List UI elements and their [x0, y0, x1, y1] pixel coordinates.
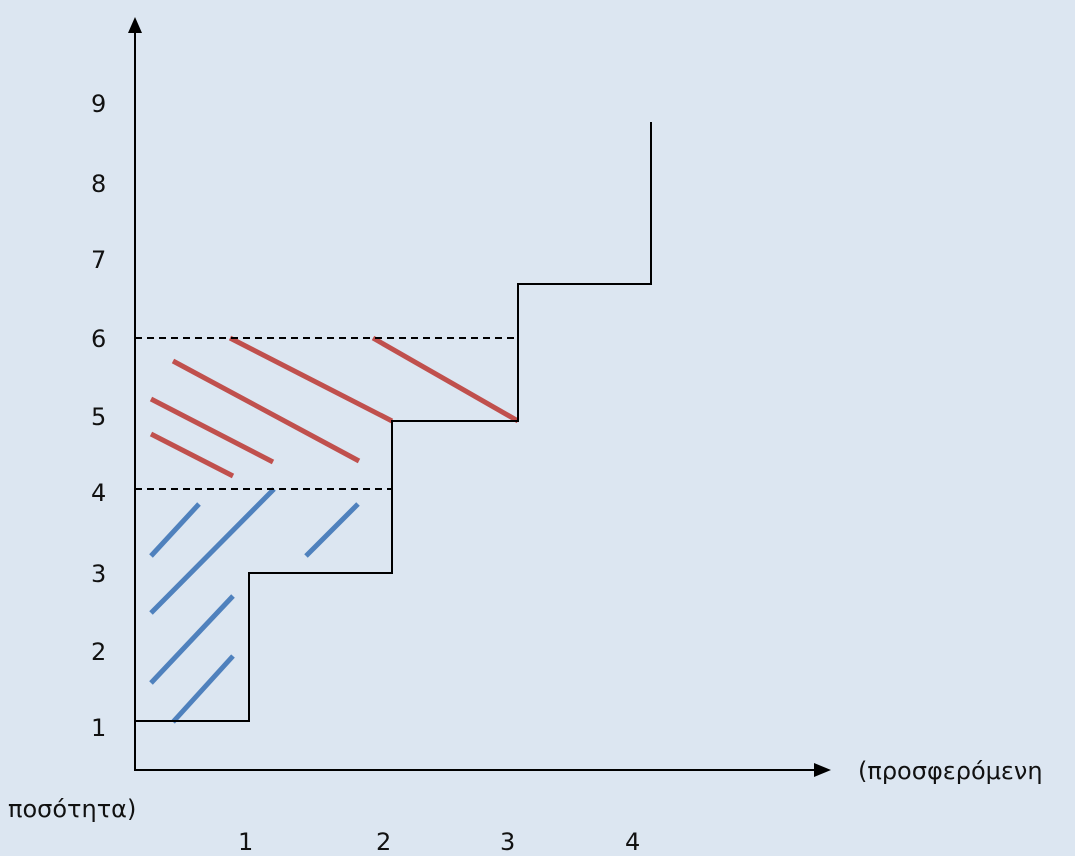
blue-hatch-line: [149, 487, 276, 615]
blue-hatch-line: [171, 654, 235, 724]
blue-hatch-line: [304, 502, 360, 558]
y-tick-label: 4: [91, 479, 107, 507]
x-tick-label: 1: [238, 828, 254, 856]
y-tick-label: 5: [91, 403, 107, 431]
red-hatch-group: [149, 335, 520, 479]
red-hatch-line: [149, 396, 275, 465]
y-tick-label: 1: [91, 714, 107, 742]
y-tick-label: 6: [91, 325, 107, 353]
blue-hatch-group: [149, 487, 360, 724]
y-tick-label: 8: [91, 170, 107, 198]
blue-hatch-line: [149, 594, 235, 685]
axes: [134, 30, 815, 771]
supply-step-curve: [135, 122, 652, 722]
x-tick-label: 4: [625, 828, 641, 856]
y-tick-label: 9: [91, 90, 107, 118]
y-axis-arrowhead: [128, 17, 142, 33]
x-axis-label-part2: ποσότητα): [8, 795, 137, 823]
red-hatch-line: [171, 358, 361, 464]
red-hatch-line: [228, 335, 394, 424]
y-tick-label: 3: [91, 560, 107, 588]
price-dashed-lines: [135, 337, 518, 490]
blue-hatch-line: [149, 502, 201, 558]
y-tick-label: 7: [91, 246, 107, 274]
x-tick-label: 3: [500, 828, 516, 856]
y-tick-label: 2: [91, 638, 107, 666]
x-axis-label-part1: (προσφερόμενη: [858, 757, 1043, 785]
red-hatch-line: [371, 335, 520, 424]
x-tick-label: 2: [376, 828, 392, 856]
x-axis-arrowhead: [814, 763, 831, 777]
red-hatch-line: [149, 431, 235, 479]
